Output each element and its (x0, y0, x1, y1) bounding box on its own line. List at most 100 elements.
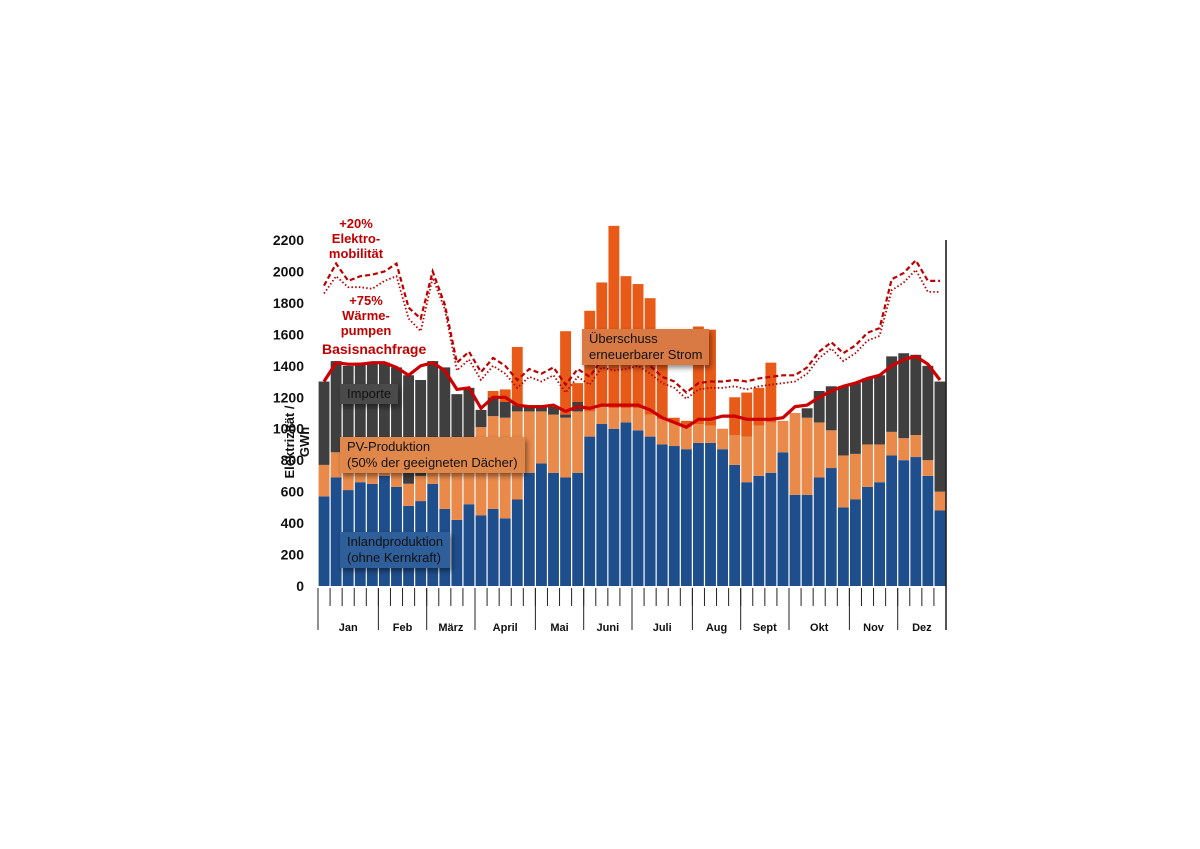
bar-segment (862, 378, 873, 445)
y-tick-label: 200 (281, 547, 305, 563)
label-pv-line2: (50% der geeigneten Dächer) (347, 455, 518, 470)
label-surplus-line2: erneuerbarer Strom (589, 347, 703, 362)
y-axis: 0 200 400 600 800 1000 1200 1400 1600 1800 2000 220… (273, 232, 304, 594)
month-label: Jan (339, 622, 358, 634)
bar-segment (729, 464, 741, 586)
bar-segment (548, 414, 559, 473)
y-tick-label: 1000 (273, 421, 304, 437)
bar-segment (620, 408, 632, 423)
bar-segment (922, 460, 934, 476)
bar-segment (596, 424, 608, 586)
bar-segment (560, 331, 572, 415)
label-inland-line1: Inlandproduktion (347, 534, 444, 549)
bar-segment (705, 442, 716, 586)
bar-segment (487, 397, 499, 417)
bar-segment (511, 346, 523, 406)
bar-segment (934, 510, 946, 586)
bar-segment (487, 390, 499, 398)
label-pv: PV-Produktion (50% der geeigneten Dächer… (340, 437, 525, 473)
bar-segment (475, 409, 487, 428)
month-label: Aug (706, 622, 727, 634)
bar-segment (801, 494, 813, 586)
bar-segment (837, 507, 849, 586)
bar-segment (813, 422, 825, 478)
bar-segment (463, 504, 475, 586)
bar-segment (765, 472, 777, 586)
bar-segment (487, 508, 499, 586)
bar-segment (403, 375, 415, 484)
y-tick-label: 1800 (273, 295, 304, 311)
bar-segment (837, 386, 849, 456)
month-label: Dez (912, 622, 932, 634)
bar-segment (801, 417, 813, 495)
bar-segment (342, 460, 354, 491)
bar-segment (318, 496, 330, 586)
bar-segment (874, 375, 886, 445)
bar-segment (572, 472, 584, 586)
bar-segment (753, 387, 765, 426)
bar-segment (705, 425, 716, 443)
y-tick-label: 2200 (273, 232, 304, 248)
bar-segment (934, 381, 946, 492)
label-inland-line2: (ohne Kernkraft) (347, 550, 441, 565)
label-emob-line1: +20% (339, 216, 373, 231)
month-label: Mai (550, 622, 568, 634)
bar-segment (789, 413, 801, 495)
bar-segment (801, 408, 813, 418)
label-emob-line3: mobilität (328, 246, 384, 261)
bar-segment (560, 477, 572, 586)
bar-segment (354, 362, 366, 456)
bar-segment (668, 417, 680, 423)
bar-segment (717, 449, 729, 586)
y-tick-label: 1600 (273, 326, 304, 342)
bar-segment (463, 447, 475, 505)
label-importe-text: Importe (347, 386, 392, 401)
month-label: Juli (653, 622, 672, 634)
bar-segment (608, 225, 620, 409)
bar-segment (330, 452, 342, 478)
y-tick-label: 800 (281, 452, 305, 468)
bar-segment (560, 417, 572, 478)
bar-segment (391, 367, 402, 469)
bar-segment (753, 425, 765, 476)
label-waerme-line2: Wärme- (342, 308, 390, 323)
bar-segment (548, 406, 559, 415)
y-tick-label: 400 (281, 515, 305, 531)
bar-segment (608, 428, 620, 586)
bar-segment (415, 379, 427, 476)
bar-segment (910, 435, 922, 458)
bar-segment (523, 411, 535, 473)
bar-segment (849, 453, 861, 500)
bar-segment (403, 483, 415, 506)
bar-segment (463, 387, 475, 448)
bar-segment (656, 419, 668, 445)
bar-segment (692, 442, 704, 586)
label-elektromobilitaet: +20% Elektro- mobilität (326, 216, 386, 261)
label-pv-line1: PV-Produktion (347, 439, 431, 454)
bar-segment (656, 444, 668, 586)
bar-segment (427, 361, 439, 461)
y-tick-label: 1200 (273, 389, 304, 405)
bar-segment (499, 401, 511, 418)
bar-segment (608, 408, 620, 429)
bar-segment (898, 353, 910, 439)
label-basisnachfrage: Basisnachfrage (322, 341, 427, 357)
bar-segment (692, 326, 704, 425)
bar-segment (680, 427, 692, 450)
bar-segment (366, 362, 378, 458)
x-axis: Jan Feb März April Mai Juni Juli Aug Sept Okt Nov D… (317, 240, 947, 634)
bar-segment (692, 424, 704, 443)
bar-segment (584, 411, 596, 437)
bar-segment (668, 422, 680, 447)
bar-segment (439, 367, 451, 464)
bar-segment (874, 444, 886, 483)
bar-segment (378, 362, 390, 451)
bar-segment (560, 414, 572, 418)
label-surplus-line1: Überschuss (589, 331, 658, 346)
bar-segment (729, 435, 741, 465)
bar-segment (668, 446, 680, 586)
bar-segment (741, 392, 753, 437)
label-waerme-line1: +75% (349, 293, 383, 308)
bar-segment (813, 477, 825, 586)
